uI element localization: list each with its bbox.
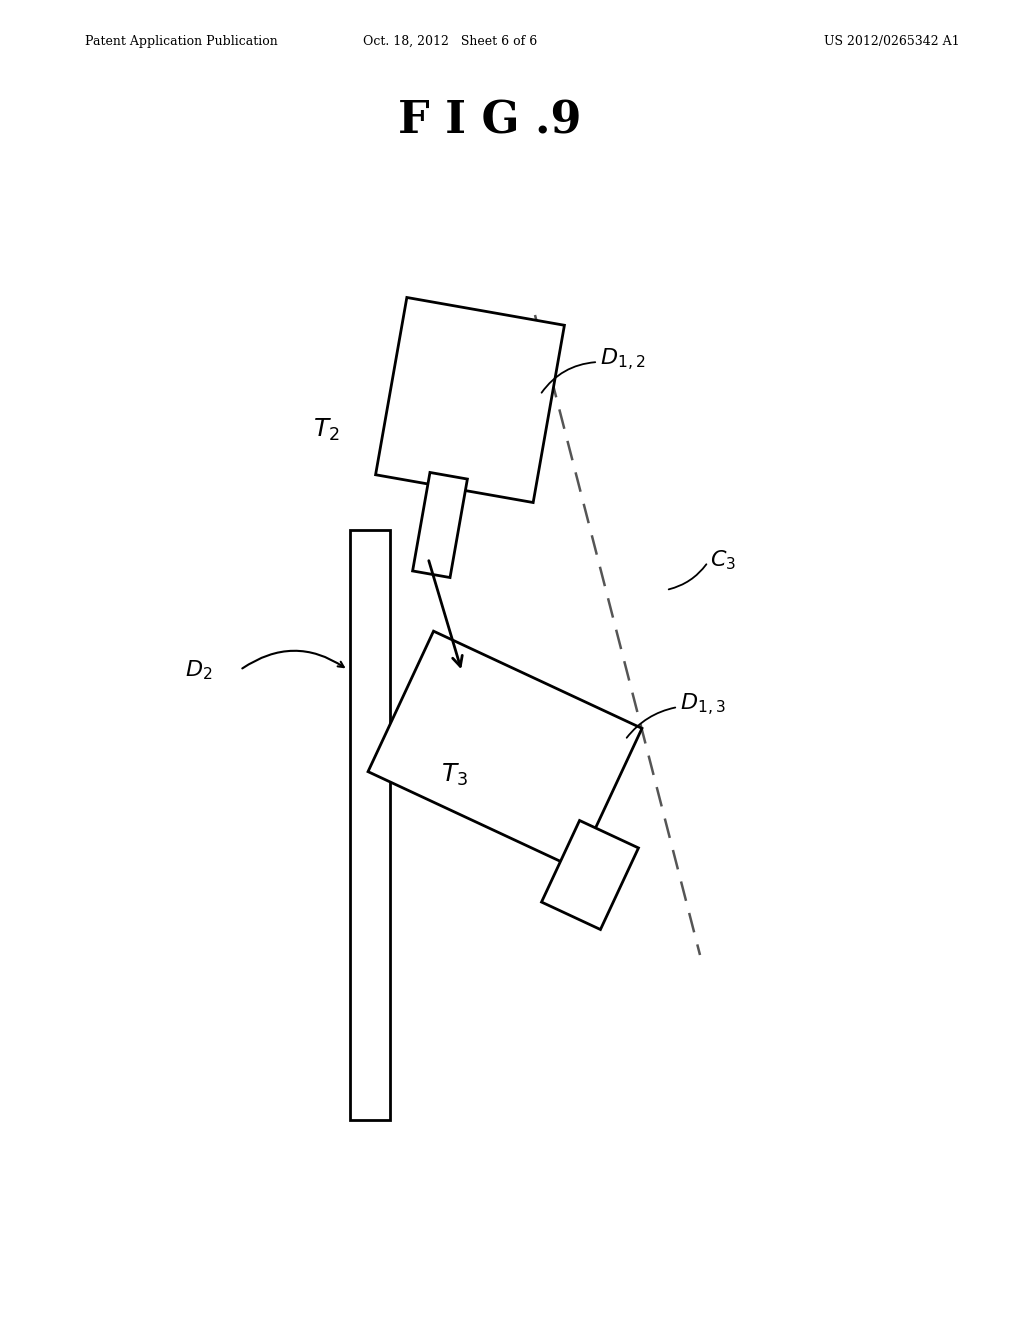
Text: US 2012/0265342 A1: US 2012/0265342 A1 bbox=[824, 36, 961, 48]
Text: $T_3$: $T_3$ bbox=[441, 762, 469, 788]
Text: $D_2$: $D_2$ bbox=[185, 659, 212, 682]
Text: Oct. 18, 2012   Sheet 6 of 6: Oct. 18, 2012 Sheet 6 of 6 bbox=[362, 36, 538, 48]
Polygon shape bbox=[350, 531, 390, 1119]
Text: $D_{1,3}$: $D_{1,3}$ bbox=[680, 692, 726, 718]
Text: F I G .9: F I G .9 bbox=[398, 100, 582, 143]
Polygon shape bbox=[376, 297, 564, 503]
Polygon shape bbox=[413, 473, 467, 578]
Polygon shape bbox=[542, 821, 639, 929]
Text: $D_{1,2}$: $D_{1,2}$ bbox=[600, 347, 645, 374]
Text: $C_3$: $C_3$ bbox=[710, 548, 736, 572]
Polygon shape bbox=[368, 631, 642, 869]
Text: $T_2$: $T_2$ bbox=[313, 417, 340, 444]
Text: Patent Application Publication: Patent Application Publication bbox=[85, 36, 278, 48]
